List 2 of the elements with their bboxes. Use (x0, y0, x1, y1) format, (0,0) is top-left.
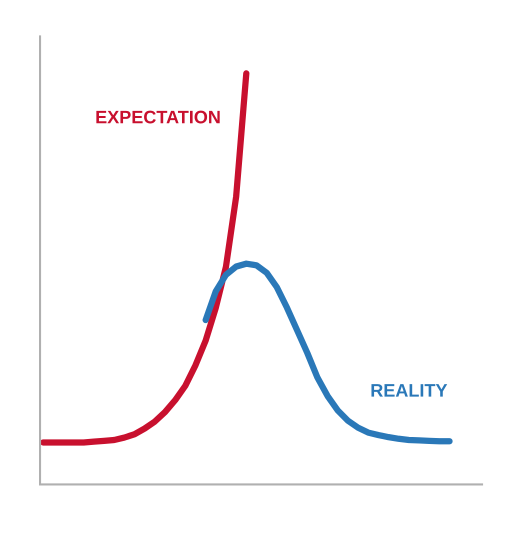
series-label: EXPECTATION (96, 110, 220, 124)
series-label: REALITY (371, 384, 448, 397)
